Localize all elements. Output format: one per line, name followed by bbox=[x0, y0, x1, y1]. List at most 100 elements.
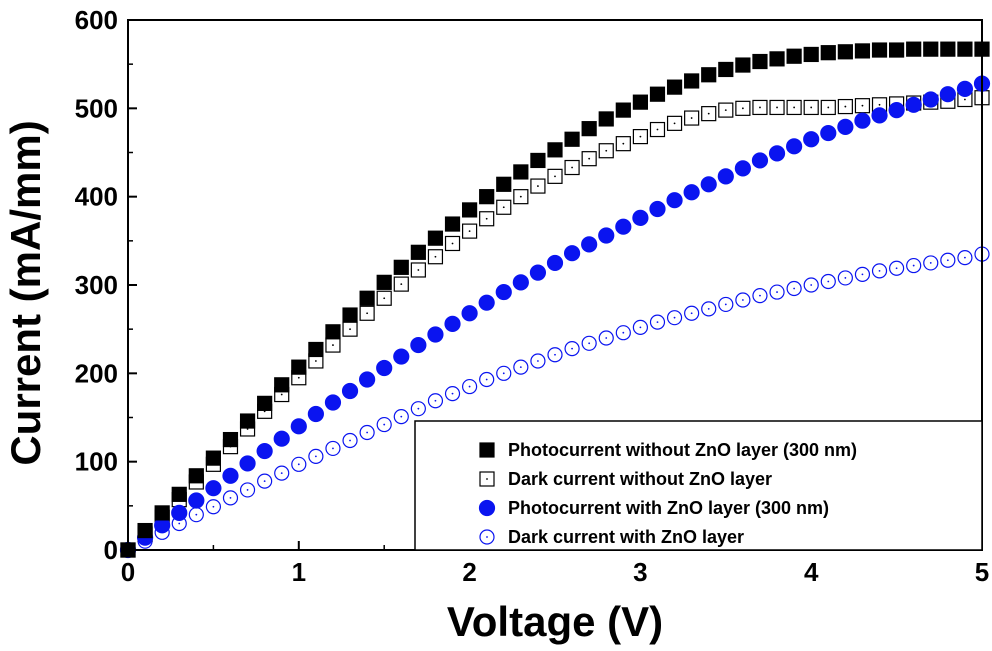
data-point bbox=[837, 44, 853, 60]
data-point bbox=[701, 67, 717, 83]
data-point bbox=[803, 46, 819, 63]
data-point bbox=[820, 124, 837, 142]
data-point-dot bbox=[964, 98, 966, 101]
data-point bbox=[564, 131, 580, 147]
data-point bbox=[700, 176, 717, 193]
data-point bbox=[615, 102, 631, 118]
data-point-dot bbox=[229, 496, 232, 499]
data-point-dot bbox=[793, 106, 796, 109]
data-point bbox=[308, 341, 324, 358]
data-point bbox=[546, 254, 564, 272]
x-tick-label: 3 bbox=[633, 557, 647, 587]
data-point-dot bbox=[297, 463, 300, 466]
data-point-dot bbox=[964, 256, 966, 259]
data-point-dot bbox=[554, 175, 556, 178]
data-point-dot bbox=[417, 407, 420, 410]
data-point bbox=[649, 200, 666, 218]
data-point bbox=[956, 80, 974, 98]
data-point-dot bbox=[468, 385, 471, 388]
data-point-dot bbox=[844, 105, 847, 108]
data-point-dot bbox=[673, 122, 676, 125]
data-point-dot bbox=[793, 287, 796, 290]
data-point-dot bbox=[280, 393, 283, 396]
data-point bbox=[735, 57, 751, 73]
data-point bbox=[256, 442, 273, 460]
legend-box bbox=[414, 420, 983, 551]
data-point bbox=[479, 189, 495, 205]
data-point-dot bbox=[639, 135, 642, 138]
data-point bbox=[274, 377, 290, 393]
data-point-dot bbox=[605, 149, 608, 152]
data-point bbox=[222, 467, 239, 484]
data-point bbox=[666, 192, 683, 209]
data-point-dot bbox=[827, 106, 830, 109]
data-point-dot bbox=[844, 277, 847, 279]
data-point bbox=[957, 41, 973, 57]
data-point bbox=[359, 290, 375, 306]
data-point bbox=[478, 294, 495, 311]
data-point-dot bbox=[605, 337, 608, 339]
data-point bbox=[768, 145, 786, 162]
data-point bbox=[205, 480, 222, 497]
data-point-dot bbox=[707, 112, 710, 115]
data-point bbox=[342, 307, 358, 323]
y-tick-label: 300 bbox=[75, 270, 118, 300]
data-point-dot bbox=[383, 423, 386, 426]
data-point-dot bbox=[400, 283, 403, 286]
data-point bbox=[273, 430, 290, 447]
data-point bbox=[171, 486, 187, 502]
tick-labels: 0 1 2 3 4 5 0 100 200 300 400 500 600 bbox=[75, 5, 990, 587]
data-point bbox=[803, 131, 820, 148]
data-point bbox=[683, 184, 700, 201]
data-point bbox=[786, 138, 803, 155]
data-point-dot bbox=[468, 230, 471, 233]
y-tick-label: 200 bbox=[75, 358, 118, 388]
data-point bbox=[154, 505, 170, 521]
data-point bbox=[290, 418, 307, 435]
data-point-dot bbox=[537, 185, 539, 187]
data-point bbox=[684, 73, 700, 89]
data-point bbox=[188, 492, 205, 509]
data-point bbox=[205, 450, 221, 466]
data-point-dot bbox=[332, 447, 334, 450]
data-point bbox=[854, 112, 871, 129]
data-point bbox=[598, 227, 615, 244]
data-point-dot bbox=[332, 344, 334, 346]
data-point bbox=[188, 468, 204, 484]
data-point-dot bbox=[810, 284, 813, 286]
data-point-dot bbox=[349, 439, 351, 442]
data-point-dot bbox=[485, 378, 488, 381]
legend-label: Dark current with ZnO layer bbox=[508, 527, 744, 547]
data-point-dot bbox=[588, 342, 591, 345]
x-tick-label: 5 bbox=[975, 557, 989, 587]
data-point bbox=[444, 216, 461, 232]
data-point-dot bbox=[912, 264, 915, 267]
data-point-dot bbox=[878, 269, 881, 272]
x-tick-label: 0 bbox=[121, 557, 135, 587]
data-point bbox=[530, 152, 546, 169]
data-point-dot bbox=[212, 505, 215, 508]
data-point-dot bbox=[263, 480, 266, 482]
legend-label: Photocurrent with ZnO layer (300 nm) bbox=[508, 498, 829, 518]
data-point-dot bbox=[622, 142, 625, 145]
y-tick-label: 0 bbox=[104, 535, 118, 565]
data-point-dot bbox=[878, 103, 881, 106]
data-point bbox=[581, 121, 597, 137]
data-point-dot bbox=[724, 109, 727, 111]
data-point bbox=[922, 91, 939, 108]
y-tick-label: 500 bbox=[75, 93, 118, 123]
data-point bbox=[359, 371, 376, 388]
data-point-dot bbox=[776, 291, 778, 293]
data-point bbox=[513, 164, 529, 180]
data-point bbox=[496, 176, 512, 192]
data-point bbox=[547, 142, 563, 158]
data-point-dot bbox=[195, 513, 198, 516]
y-tick-label: 100 bbox=[75, 447, 118, 477]
data-point bbox=[906, 41, 922, 57]
data-point-dot bbox=[759, 106, 761, 109]
data-point bbox=[291, 359, 307, 375]
y-tick-label: 600 bbox=[75, 5, 118, 35]
data-point bbox=[752, 53, 768, 70]
data-point-dot bbox=[451, 392, 454, 395]
